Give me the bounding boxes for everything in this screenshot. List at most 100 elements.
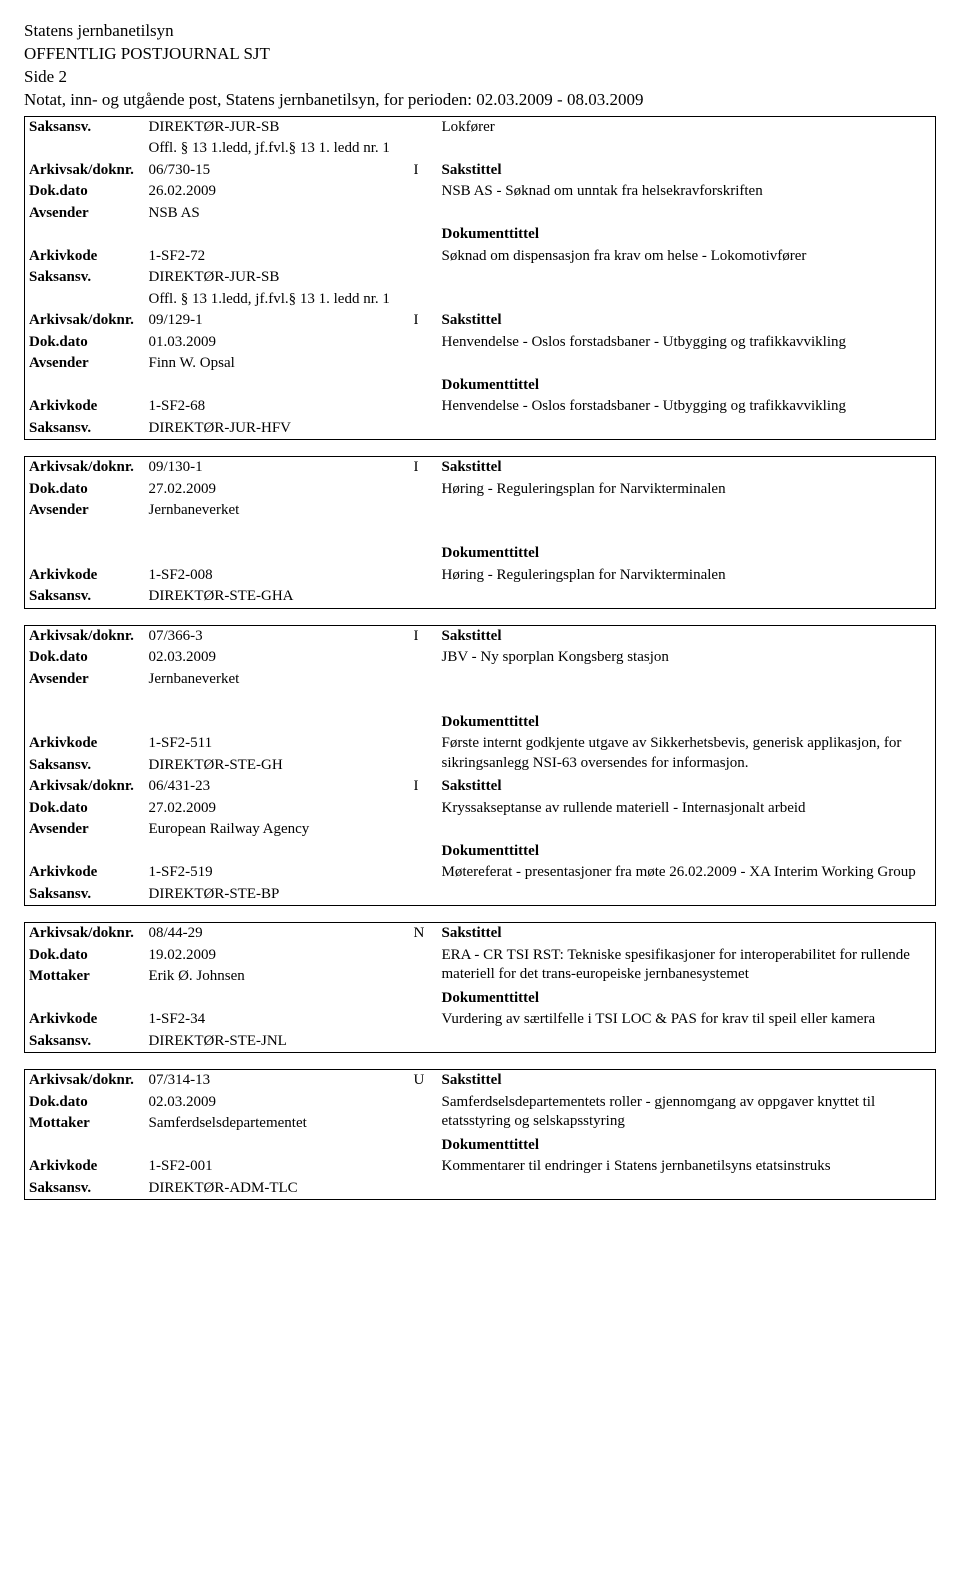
blank xyxy=(410,332,438,354)
saksansv-label: Saksansv. xyxy=(25,1178,145,1200)
party-label: Avsender xyxy=(25,819,145,841)
blank xyxy=(410,690,438,712)
dokdato-label: Dok.dato xyxy=(25,647,145,669)
party-label: Avsender xyxy=(25,669,145,691)
blank xyxy=(145,224,410,246)
doktittel-label: Dokumenttittel xyxy=(438,224,936,246)
dokdato-value: 01.03.2009 xyxy=(145,332,410,354)
arkivkode-label: Arkivkode xyxy=(25,1156,145,1178)
arkivkode-label: Arkivkode xyxy=(25,565,145,587)
saksansv-value: DIREKTØR-ADM-TLC xyxy=(145,1178,410,1200)
arkivsak-value: 06/431-23 xyxy=(145,776,410,798)
blank xyxy=(410,647,438,669)
dokdato-label: Dok.dato xyxy=(25,181,145,203)
blank xyxy=(410,565,438,587)
blank xyxy=(410,988,438,1010)
blank xyxy=(410,375,438,397)
sakstittel-value: Samferdselsdepartementets roller - gjenn… xyxy=(438,1092,936,1135)
saksansv-value: DIREKTØR-STE-GHA xyxy=(145,586,410,608)
party-value: Samferdselsdepartementet xyxy=(145,1113,410,1135)
saksansv-label: Saksansv. xyxy=(25,116,145,138)
blank xyxy=(410,1009,438,1031)
party-value: NSB AS xyxy=(145,203,410,225)
dokdato-label: Dok.dato xyxy=(25,798,145,820)
doktittel-label: Dokumenttittel xyxy=(438,375,936,397)
blank xyxy=(25,988,145,1010)
party-value: Erik Ø. Johnsen xyxy=(145,966,410,988)
blank xyxy=(410,1178,438,1200)
sakstittel-label: Sakstittel xyxy=(438,457,936,479)
blank xyxy=(25,224,145,246)
saksansv-value: DIREKTØR-JUR-HFV xyxy=(145,418,410,440)
blank xyxy=(145,1135,410,1157)
blank xyxy=(25,1135,145,1157)
doktittel-value: Første internt godkjente utgave av Sikke… xyxy=(438,733,936,776)
doktittel-label: Dokumenttittel xyxy=(438,712,936,734)
saksansv-value: DIREKTØR-STE-BP xyxy=(145,884,410,906)
arkivsak-value: 09/130-1 xyxy=(145,457,410,479)
sakstittel-value: Høring - Reguleringsplan for Narviktermi… xyxy=(438,479,936,544)
party-label: Avsender xyxy=(25,353,145,375)
arkivsak-label: Arkivsak/doknr. xyxy=(25,1070,145,1092)
party-value: Jernbaneverket xyxy=(145,500,410,522)
party-label: Avsender xyxy=(25,500,145,522)
arkivkode-value: 1-SF2-008 xyxy=(145,565,410,587)
record-table: Saksansv.DIREKTØR-JUR-SBLokførerOffl. § … xyxy=(24,116,936,441)
arkivsak-label: Arkivsak/doknr. xyxy=(25,457,145,479)
doktittel-label: Dokumenttittel xyxy=(438,543,936,565)
dokdato-value: 26.02.2009 xyxy=(145,181,410,203)
dokdato-label: Dok.dato xyxy=(25,1092,145,1114)
blank xyxy=(410,755,438,777)
role-value: Lokfører xyxy=(438,116,936,138)
blank xyxy=(410,966,438,988)
arkivkode-label: Arkivkode xyxy=(25,862,145,884)
blank xyxy=(410,543,438,565)
sakstittel-label: Sakstittel xyxy=(438,923,936,945)
blank xyxy=(410,418,438,440)
saksansv-label: Saksansv. xyxy=(25,267,145,289)
record-table: Arkivsak/doknr.07/366-3ISakstittelDok.da… xyxy=(24,625,936,907)
party-value: European Railway Agency xyxy=(145,819,410,841)
sakstittel-label: Sakstittel xyxy=(438,776,936,798)
blank xyxy=(410,1156,438,1178)
arkivkode-label: Arkivkode xyxy=(25,1009,145,1031)
record-table: Arkivsak/doknr.07/314-13USakstittelDok.d… xyxy=(24,1069,936,1200)
dokdato-value: 02.03.2009 xyxy=(145,1092,410,1114)
saksansv-label: Saksansv. xyxy=(25,418,145,440)
record-table: Arkivsak/doknr.09/130-1ISakstittelDok.da… xyxy=(24,456,936,609)
blank xyxy=(410,116,438,138)
blank xyxy=(410,669,438,691)
blank xyxy=(25,375,145,397)
saksansv-label: Saksansv. xyxy=(25,1031,145,1053)
doktittel-label: Dokumenttittel xyxy=(438,841,936,863)
blank xyxy=(410,396,438,418)
doktittel-value: Vurdering av særtilfelle i TSI LOC & PAS… xyxy=(438,1009,936,1053)
direction-value: I xyxy=(410,625,438,647)
saksansv-value: DIREKTØR-JUR-SB xyxy=(145,267,410,289)
saksansv-label: Saksansv. xyxy=(25,586,145,608)
blank xyxy=(145,712,410,734)
blank xyxy=(145,988,410,1010)
party-label: Mottaker xyxy=(25,1113,145,1135)
arkivsak-label: Arkivsak/doknr. xyxy=(25,776,145,798)
blank xyxy=(410,862,438,884)
direction-value: I xyxy=(410,776,438,798)
saksansv-label: Saksansv. xyxy=(25,755,145,777)
sakstittel-value: JBV - Ny sporplan Kongsberg stasjon xyxy=(438,647,936,712)
blank xyxy=(410,1135,438,1157)
blank xyxy=(25,690,145,712)
sakstittel-value: ERA - CR TSI RST: Tekniske spesifikasjon… xyxy=(438,945,936,988)
blank xyxy=(410,267,438,289)
arkivkode-value: 1-SF2-68 xyxy=(145,396,410,418)
blank xyxy=(410,1031,438,1053)
arkivkode-label: Arkivkode xyxy=(25,396,145,418)
arkivkode-label: Arkivkode xyxy=(25,246,145,268)
party-value: Jernbaneverket xyxy=(145,669,410,691)
blank xyxy=(410,479,438,501)
blank xyxy=(145,543,410,565)
record-table: Arkivsak/doknr.08/44-29NSakstittelDok.da… xyxy=(24,922,936,1053)
blank xyxy=(410,884,438,906)
saksansv-extra: Offl. § 13 1.ledd, jf.fvl.§ 13 1. ledd n… xyxy=(145,289,438,311)
direction-value: U xyxy=(410,1070,438,1092)
blank xyxy=(25,712,145,734)
